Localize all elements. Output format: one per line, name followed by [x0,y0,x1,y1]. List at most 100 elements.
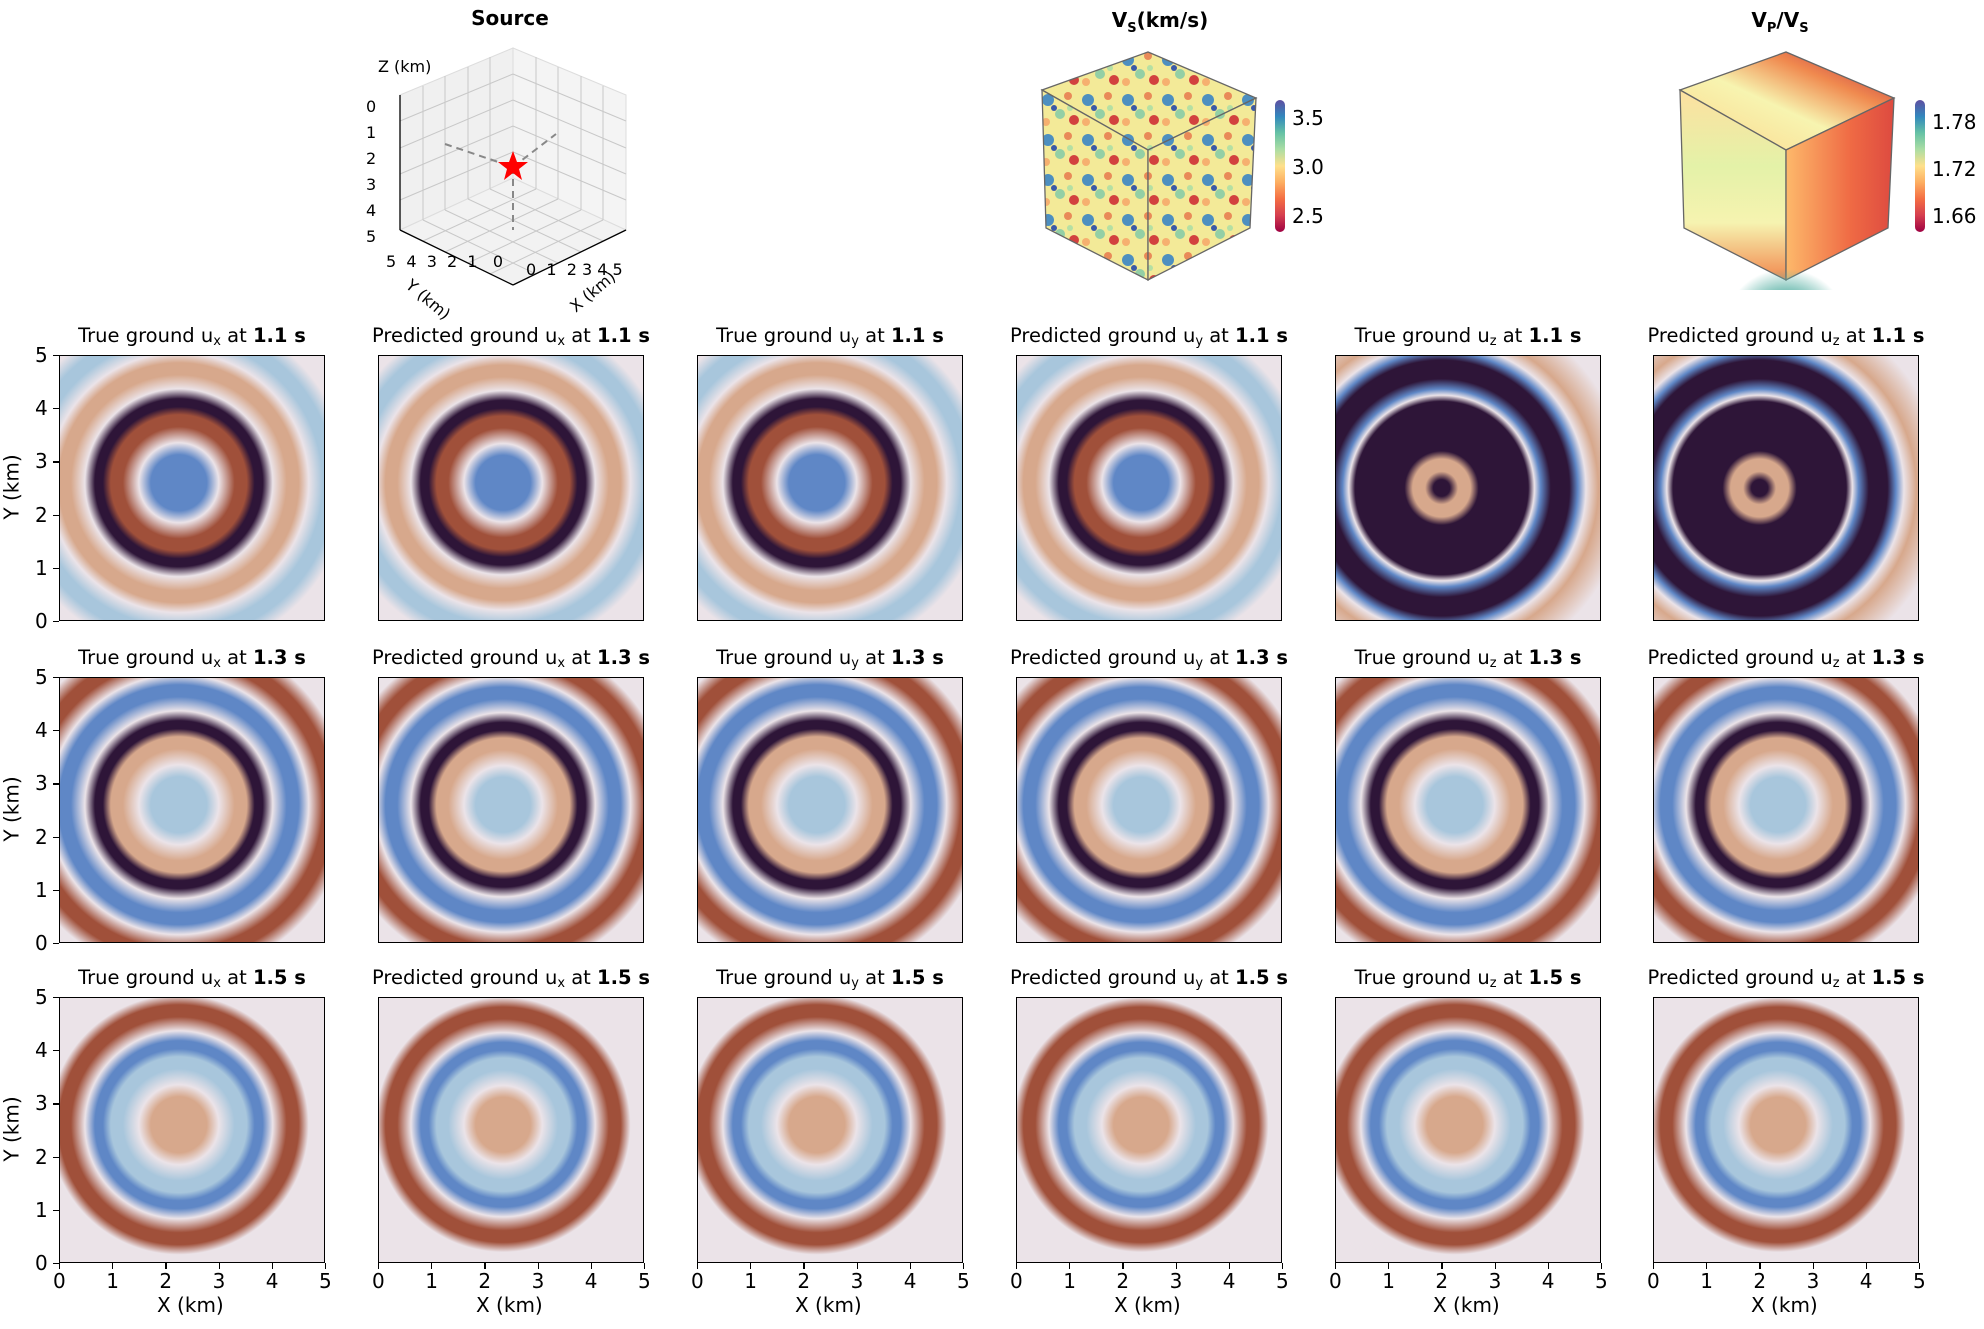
x-tick-label: 2 [1435,1269,1449,1293]
x-tick-label: 5 [319,1269,332,1293]
panel-title: Predicted ground ux at 1.5 s [372,966,650,991]
x-tick-mark [1175,1263,1177,1269]
x-tick-mark [218,1263,220,1269]
x-tick-mark [271,1263,274,1269]
x-tick-mark [165,1263,167,1269]
y-tick-mark [53,677,59,679]
vpvs-cube [1678,50,1898,290]
y-axis-label: Y (km) [0,454,24,520]
x-tick-mark [856,1263,858,1269]
y-tick-label: 1 [35,877,48,902]
y-tick-label: 2 [35,824,48,849]
y-tick-label: 2 [35,1144,48,1169]
x-tick-mark [1653,1263,1655,1269]
x-tick-label: 5 [1595,1269,1608,1293]
x-tick-label: 4 [903,1269,917,1293]
x-tick-mark [1282,1263,1284,1269]
y-tick-label: 5 [35,343,48,367]
x-tick-mark [1122,1263,1124,1269]
x-tick-mark [484,1263,486,1269]
x-tick-mark [1069,1263,1071,1269]
panel-title: Predicted ground uy at 1.5 s [1010,966,1288,991]
panel-title: Predicted ground ux at 1.3 s [372,646,650,671]
y-tick-mark [53,783,59,785]
x-axis-label: X (km) [476,1293,543,1317]
y-tick-label: 5 [35,665,48,689]
panel-title: True ground uz at 1.5 s [1354,966,1582,991]
x-tick-label: 5 [1913,1269,1926,1293]
x-tick-mark [1601,1263,1603,1269]
x-tick-mark [909,1263,912,1269]
x-tick-label: 3 [850,1269,864,1293]
wavefield-panel [697,997,963,1263]
y-tick-label: 0 [35,609,48,633]
vs-colorbar [1275,100,1285,232]
x-tick-label: 0 [691,1269,704,1293]
wavefield-panel [1016,355,1282,621]
x-tick-mark [59,1263,61,1269]
y-tick-mark [53,1103,59,1105]
y-tick-label: 1 [35,555,48,580]
panel-title: Predicted ground uz at 1.3 s [1647,646,1925,671]
source-3d-plot [370,30,660,300]
x-tick-mark [378,1263,380,1269]
source-star-icon [498,151,528,180]
panel-title: Predicted ground uy at 1.3 s [1010,646,1288,671]
y-tick-label: 3 [35,771,48,796]
y-tick-mark [53,355,59,357]
y-tick-label: 0 [35,1251,48,1275]
x-tick-mark [1865,1263,1868,1269]
wavefield-panel [1335,997,1601,1263]
x-tick-mark [1547,1263,1550,1269]
x-tick-mark [1812,1263,1814,1269]
vs-title: VS(km/s) [1111,8,1209,36]
x-tick-label: 1 [425,1269,438,1293]
x-axis-label: X (km) [157,1293,224,1317]
wavefield-panel [1016,677,1282,943]
y-tick-label: 3 [35,1091,48,1116]
y-tick-label: 4 [35,718,48,743]
x-tick-mark [750,1263,752,1269]
y-tick-label: 2 [35,502,48,527]
y-tick-mark [53,997,59,999]
z-axis-label: Z (km) [378,57,432,76]
x-tick-mark [325,1263,327,1269]
y-tick-label: 1 [35,1197,48,1222]
x-tick-label: 5 [957,1269,970,1293]
x-tick-label: 2 [797,1269,811,1293]
wavefield-panel [697,677,963,943]
x-tick-label: 0 [372,1269,385,1293]
x-tick-label: 4 [1541,1269,1555,1293]
panel-title: Predicted ground uz at 1.5 s [1647,966,1925,991]
x-tick-label: 2 [1753,1269,1767,1293]
x-tick-label: 4 [584,1269,598,1293]
x-tick-label: 5 [1276,1269,1289,1293]
wavefield-panel [1653,355,1919,621]
vs-tick-0: 3.5 [1292,106,1324,130]
panel-title: True ground ux at 1.3 s [78,646,306,671]
x-tick-mark [1388,1263,1390,1269]
wavefield-panel [378,677,644,943]
wavefield-panel [59,677,325,943]
y-axis-label: Y (km) [0,776,24,842]
wavefield-panel [697,355,963,621]
x-tick-mark [537,1263,539,1269]
vpvs-title: VP/VS [1751,8,1809,36]
x-tick-label: 5 [638,1269,651,1293]
y-tick-mark [53,408,59,410]
y3d-ticks: 5 4 3 2 1 0 [386,252,504,271]
wavefield-panel [1653,997,1919,1263]
wavefield-panel [59,997,325,1263]
x-tick-mark [1335,1263,1337,1269]
x-tick-mark [1228,1263,1231,1269]
x-tick-label: 1 [1700,1269,1713,1293]
x-tick-label: 0 [53,1269,66,1293]
y-tick-mark [53,943,59,945]
panel-title: Predicted ground uz at 1.1 s [1647,324,1925,349]
wavefield-panel [378,997,644,1263]
vpvs-tick-2: 1.66 [1932,204,1977,228]
x-tick-mark [697,1263,699,1269]
vs-tick-1: 3.0 [1292,155,1324,179]
panel-title: Predicted ground ux at 1.1 s [372,324,650,349]
